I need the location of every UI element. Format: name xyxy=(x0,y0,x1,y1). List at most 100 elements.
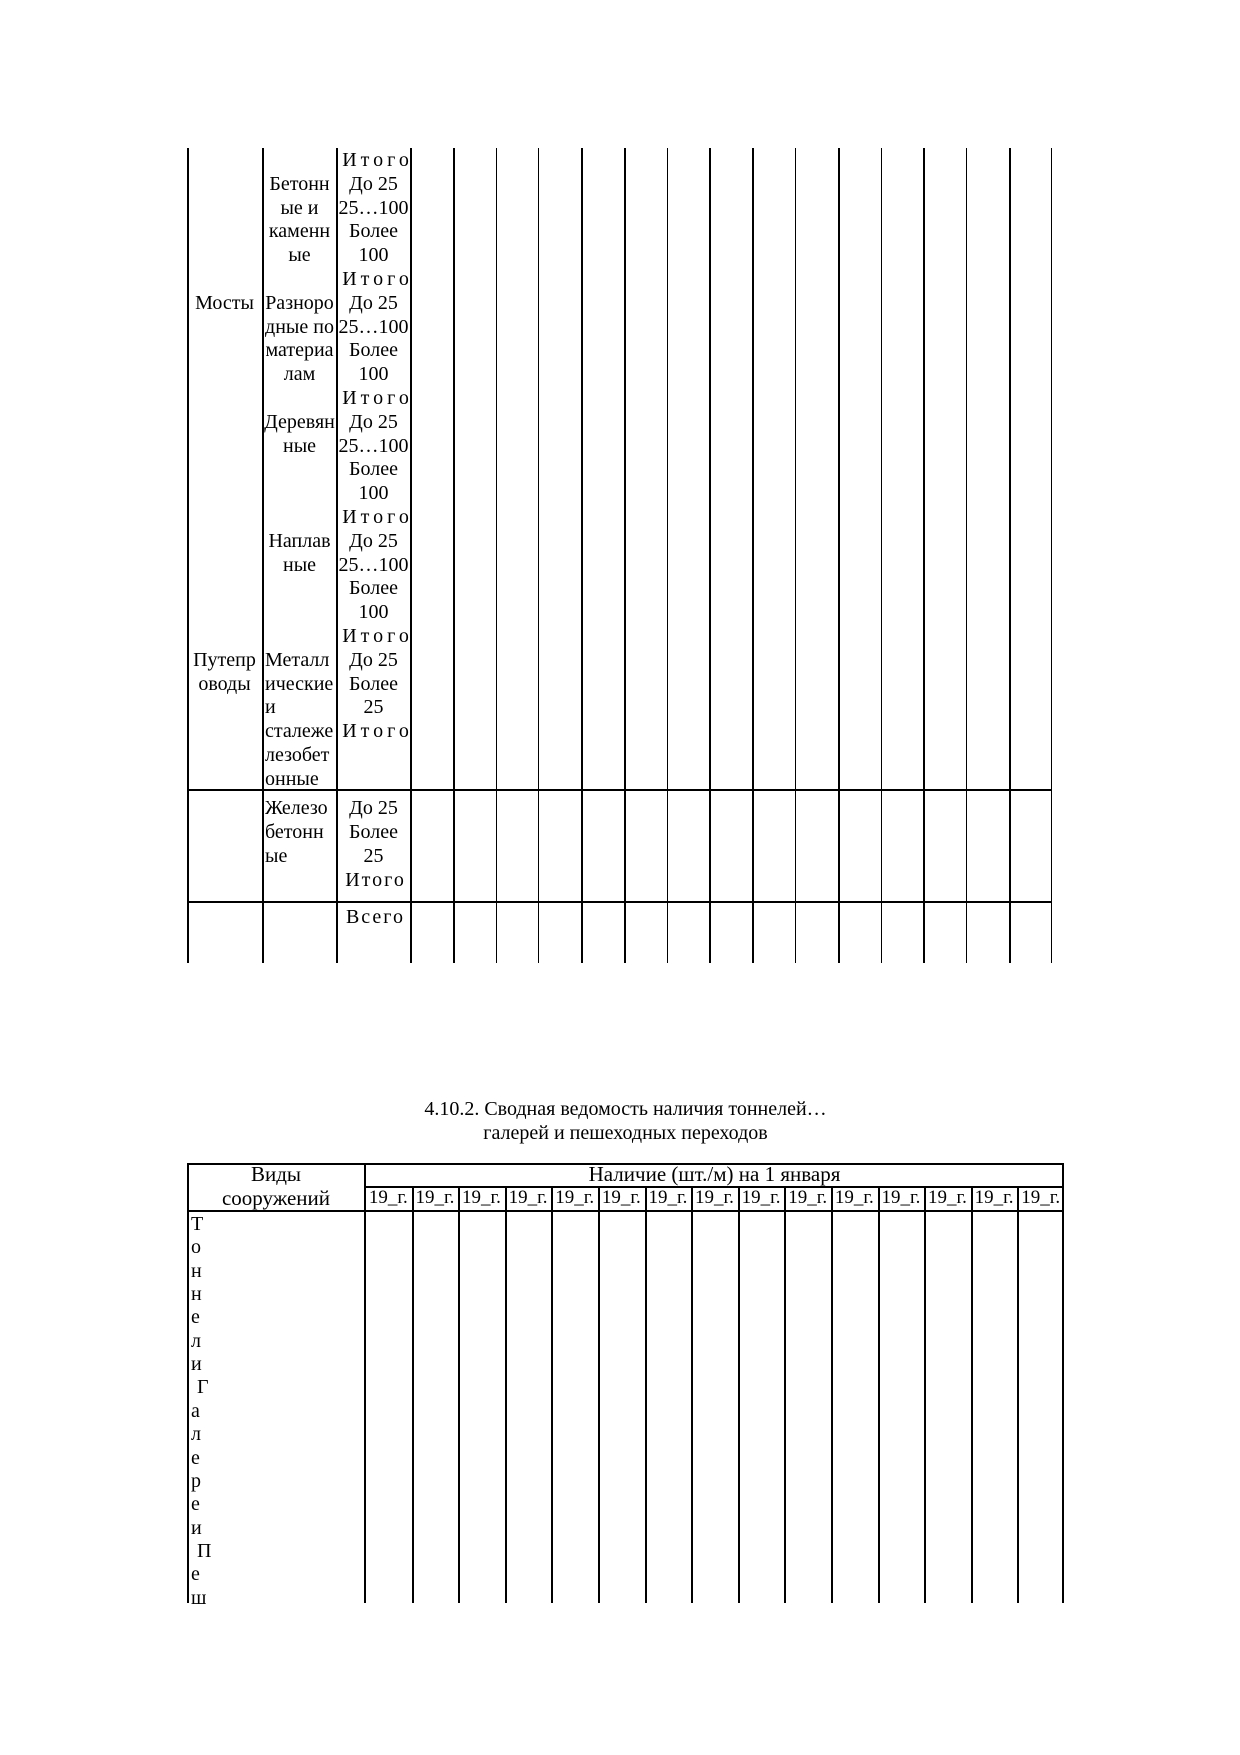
vertical-letter: Т xyxy=(191,1213,204,1235)
material-label-line: онные xyxy=(265,768,319,790)
span-row-cell: Более xyxy=(349,673,398,695)
vertical-grid-line xyxy=(412,1186,414,1603)
span-row-cell: Более xyxy=(349,821,398,843)
material-label-line: Металл xyxy=(265,649,330,671)
category-overpasses: Путепр xyxy=(193,649,256,671)
span-row-cell: 25…100 xyxy=(338,316,409,338)
material-label-line: ные xyxy=(282,435,317,457)
material-label-line: бетонн xyxy=(265,821,324,843)
span-row-cell: Более xyxy=(349,458,398,480)
vertical-letter: л xyxy=(191,1423,201,1446)
vertical-letter: и xyxy=(191,1516,202,1539)
vertical-grid-line xyxy=(187,148,189,963)
vertical-letter: е xyxy=(191,1493,200,1516)
table-top-border xyxy=(187,1163,1064,1165)
vertical-grid-line xyxy=(709,148,711,963)
material-label-line: и xyxy=(265,696,276,718)
vertical-letter: и xyxy=(191,1353,202,1376)
col-header-availability: Наличие (шт./м) на 1 января xyxy=(588,1162,841,1186)
vertical-grid-line xyxy=(410,148,412,963)
vertical-grid-line xyxy=(1017,1186,1019,1603)
year-header-cell: 19_г. xyxy=(462,1187,501,1208)
section-title: 4.10.2. Сводная ведомость наличия тоннел… xyxy=(187,1097,1064,1145)
material-label-line: ые и xyxy=(280,197,319,219)
span-row-cell: 100 xyxy=(358,601,389,623)
year-header-cell: 19_г. xyxy=(788,1187,828,1208)
vertical-grid-line xyxy=(878,1186,880,1603)
span-total-cell: Итого xyxy=(342,149,413,171)
material-label-line: Деревян xyxy=(264,411,335,433)
span-row-cell: 25 xyxy=(363,696,384,718)
category-overpasses: оводы xyxy=(198,673,251,695)
horizontal-grid-line xyxy=(187,1210,1064,1212)
vertical-grid-line xyxy=(784,1186,786,1603)
horizontal-grid-line xyxy=(365,1186,1064,1188)
span-row-cell: Более xyxy=(349,220,398,242)
material-label-line: материа xyxy=(265,339,334,361)
vertical-letter: е xyxy=(191,1306,200,1329)
span-row-cell: 100 xyxy=(358,482,389,504)
year-header-cell: 19_г. xyxy=(834,1187,874,1208)
col-header-structure-types: Виды xyxy=(250,1162,302,1186)
year-header-cell: 19_г. xyxy=(508,1187,548,1208)
category-bridges: Мосты xyxy=(195,292,254,314)
vertical-grid-line xyxy=(838,148,840,963)
year-header-cell: 19_г. xyxy=(555,1187,595,1208)
grand-total-cell: Всего xyxy=(345,906,406,928)
span-total-cell: Итого xyxy=(345,869,406,891)
vertical-letter: н xyxy=(191,1283,202,1306)
span-row-cell: До 25 xyxy=(349,292,398,314)
material-label-line: сталеже xyxy=(265,720,334,742)
vertical-grid-line xyxy=(624,148,626,963)
material-label-line: каменн xyxy=(268,220,331,242)
span-total-cell: Итого xyxy=(342,268,413,290)
vertical-grid-line xyxy=(924,1186,926,1603)
vertical-grid-line xyxy=(795,148,796,963)
vertical-grid-line xyxy=(458,1186,460,1603)
span-total-cell: Итого xyxy=(342,387,413,409)
vertical-grid-line xyxy=(336,148,338,963)
year-header-cell: 19_г. xyxy=(928,1187,967,1208)
span-row-cell: Более xyxy=(349,577,398,599)
material-label-line: ические xyxy=(265,673,334,695)
tunnels-galleries-table: Виды сооружений Наличие (шт./м) на 1 янв… xyxy=(187,1163,1064,1609)
vertical-letter: е xyxy=(191,1563,200,1586)
span-total-cell: Итого xyxy=(342,506,413,528)
span-row-cell: 25…100 xyxy=(338,435,409,457)
vertical-grid-line xyxy=(262,148,264,963)
vertical-grid-line xyxy=(738,1186,740,1603)
vertical-grid-line xyxy=(453,148,455,963)
year-header-cell: 19_г. xyxy=(1021,1187,1061,1208)
year-header-cell: 19_г. xyxy=(695,1187,734,1208)
year-header-cell: 19_г. xyxy=(415,1187,455,1208)
table-right-border xyxy=(1062,1163,1064,1603)
material-label-line: лезобет xyxy=(265,744,330,766)
span-total-cell: Итого xyxy=(342,720,413,742)
span-row-cell: 100 xyxy=(358,244,389,266)
vertical-grid-line xyxy=(667,148,668,963)
section-title-line1: 4.10.2. Сводная ведомость наличия тоннел… xyxy=(424,1098,827,1120)
material-label-line: ые xyxy=(288,244,311,266)
vertical-grid-line xyxy=(598,1186,600,1603)
bridges-overpasses-table: Итого Бетонн До 25 ые и 25…100 каменн Бо… xyxy=(187,148,1052,963)
span-row-cell: 25…100 xyxy=(338,197,409,219)
vertical-grid-line xyxy=(971,1186,973,1603)
vertical-grid-line xyxy=(1009,148,1011,963)
span-row-cell: До 25 xyxy=(349,530,398,552)
span-row-cell: До 25 xyxy=(349,649,398,671)
vertical-letter: н xyxy=(191,1259,202,1282)
vertical-grid-line xyxy=(645,1186,647,1603)
vertical-letter: л xyxy=(191,1329,201,1352)
vertical-grid-line xyxy=(966,148,967,963)
horizontal-grid-line xyxy=(187,901,1052,903)
material-label-line: Бетонн xyxy=(269,173,330,195)
span-total-cell: Итого xyxy=(342,625,413,647)
vertical-grid-line xyxy=(752,148,754,963)
vertical-letter: ш xyxy=(191,1586,207,1609)
vertical-grid-line xyxy=(923,148,925,963)
material-label-line: Наплав xyxy=(268,530,331,552)
year-header-cell: 19_г. xyxy=(741,1187,781,1208)
year-header-cell: 19_г. xyxy=(648,1187,688,1208)
span-row-cell: 25…100 xyxy=(338,554,409,576)
